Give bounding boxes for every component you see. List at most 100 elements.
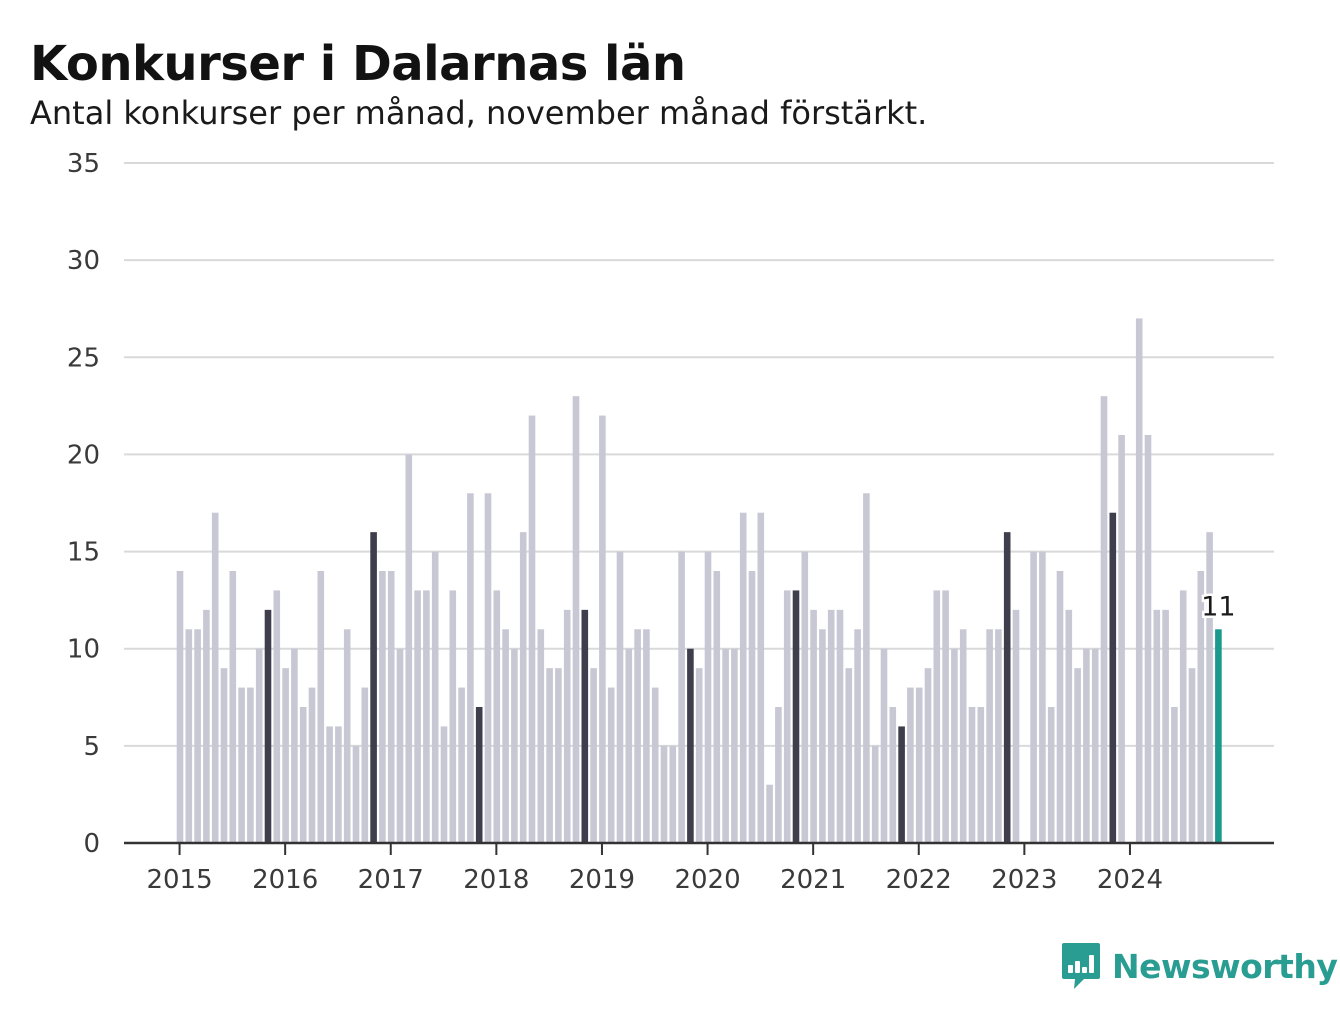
x-tick-label: 2021 [780,865,846,895]
bar [968,707,976,843]
bar [449,590,457,843]
bar [819,629,826,843]
x-tick-label: 2019 [569,865,635,895]
bar [176,571,184,843]
bar [757,512,765,843]
y-tick-label: 5 [83,732,100,762]
bar [590,668,597,843]
bar [704,551,712,843]
x-tick-label: 2020 [674,865,740,895]
bar [801,551,809,843]
bar [414,590,421,843]
bar [511,648,518,843]
bar [783,590,791,843]
bar [308,687,316,843]
data-labels: 11 [1199,589,1238,625]
bar [572,396,580,843]
bar [405,454,413,843]
bar [1144,435,1152,843]
bar [845,668,853,843]
bar [352,745,360,843]
bar [836,609,844,843]
y-tick-label: 15 [67,538,100,568]
y-tick-label: 20 [67,440,100,470]
bar [951,648,958,843]
bar [1047,707,1055,843]
bar [766,784,773,843]
latest-value-label: 11 [1201,591,1235,622]
bar [528,415,536,843]
bars [176,318,1222,843]
bar [915,687,923,843]
bar [484,493,492,843]
x-tick-label: 2024 [1097,865,1163,895]
bar [1065,609,1073,843]
bar [387,571,395,843]
bar [924,668,932,843]
bar-latest [1215,629,1222,843]
bar-november [687,648,694,843]
bar [379,571,386,843]
bar [493,590,501,843]
bar [959,629,967,843]
bar [1206,532,1213,843]
bar-november [792,590,800,843]
bar [247,687,254,843]
bar [537,629,545,843]
bar [467,493,474,843]
bar [748,571,756,843]
bar [634,629,641,843]
bar [599,415,606,843]
bar [643,629,650,843]
bar [1135,318,1143,843]
x-tick-label: 2015 [146,865,212,895]
bar [827,609,835,843]
bar [1153,609,1161,843]
bar [942,590,949,843]
bar [299,707,307,843]
y-tick-label: 25 [67,343,100,373]
bar [194,629,201,843]
bar [669,745,677,843]
bar [1083,648,1090,843]
bar [220,668,228,843]
bar [203,609,210,843]
bar [273,590,281,843]
bar [291,648,298,843]
bar [555,668,562,843]
bar [986,629,993,843]
gridlines [124,162,1274,747]
bar [1118,435,1125,843]
bar [1012,609,1020,843]
bar-november [898,726,905,843]
bar [810,609,817,843]
bar [211,512,219,843]
bar [431,551,439,843]
bar [238,687,245,843]
bar [731,648,738,843]
bar [660,745,668,843]
bar [343,629,351,843]
bar [863,493,870,843]
bar [563,609,571,843]
x-tick-label: 2022 [886,865,952,895]
bar [1100,396,1108,843]
chart-title: Konkurser i Dalarnas län [30,36,686,92]
bar [1197,571,1205,843]
bar [889,707,897,843]
bar-november [475,707,483,843]
x-tick-label: 2023 [991,865,1057,895]
bar [1188,668,1196,843]
chart-subtitle: Antal konkurser per månad, november måna… [30,94,928,132]
bar [396,648,404,843]
bar [722,648,729,843]
bar [933,590,941,843]
newsworthy-icon [1062,943,1100,989]
bar [977,707,985,843]
x-axis: 2015 2016 2017 2018 2019 2020 2021 2022 2023 2024 [124,841,1274,895]
bar [1030,551,1037,843]
bar [775,707,782,843]
bar [871,745,879,843]
bar [1056,571,1064,843]
